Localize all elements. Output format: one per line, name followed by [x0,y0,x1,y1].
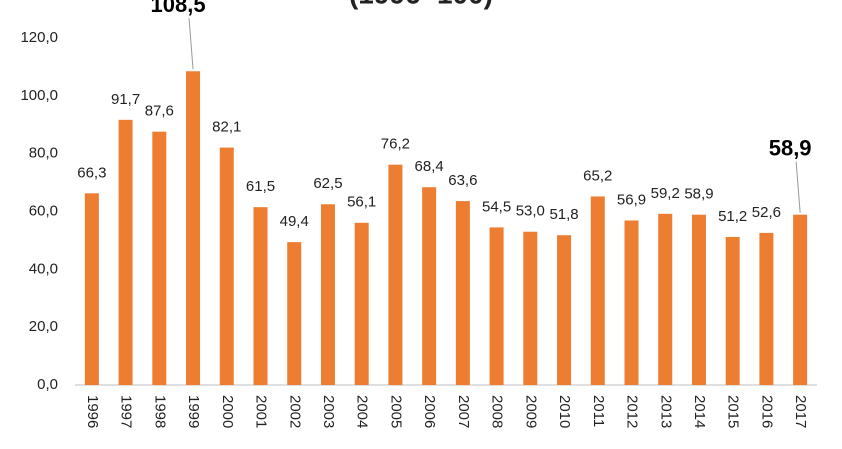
x-tick-label: 1998 [151,395,168,428]
value-label: 65,2 [583,167,612,184]
value-label: 62,5 [313,175,342,192]
value-label: 82,1 [212,119,241,136]
value-label: 63,6 [448,172,477,189]
bar [186,71,201,386]
value-label: 66,3 [77,164,106,181]
y-tick-label: 0,0 [37,376,58,393]
x-tick-label: 2008 [489,395,506,428]
x-tick-label: 2002 [286,395,303,428]
y-tick-label: 20,0 [29,318,58,335]
y-tick-label: 120,0 [20,29,58,46]
x-tick-label: 2016 [758,395,775,428]
bar [152,131,167,385]
bar [219,147,234,385]
value-label: 49,4 [280,213,309,230]
x-tick-label: 1996 [84,395,101,428]
bar [287,242,302,385]
bar [557,235,572,385]
x-tick-label: 2017 [792,395,809,428]
x-tick-label: 2009 [522,395,539,428]
leader-line [795,161,801,213]
bar [354,222,369,385]
x-tick-label: 2003 [320,395,337,428]
bar [489,227,504,385]
value-label: 108,5 [151,0,206,17]
x-tick-label: 2007 [455,395,472,428]
x-tick-label: 2004 [354,395,371,428]
bar [759,232,774,385]
x-tick-label: 2012 [624,395,641,428]
value-label: 76,2 [381,136,410,153]
value-label: 54,5 [482,198,511,215]
value-label: 87,6 [145,103,174,120]
x-tick-label: 2000 [219,395,236,428]
value-label: 51,2 [718,208,747,225]
bar [320,204,335,385]
value-label: 68,4 [415,158,444,175]
value-label: 61,5 [246,178,275,195]
x-tick-label: 2001 [253,395,270,428]
x-tick-label: 2013 [657,395,674,428]
bar [523,231,538,385]
bar [388,164,403,385]
bar [590,196,605,385]
x-tick-label: 2005 [387,395,404,428]
leader-line [188,18,194,70]
bar [725,236,740,385]
value-label: 53,0 [516,203,545,220]
x-tick-label: 2011 [590,395,607,427]
bar [253,207,268,385]
y-tick-label: 60,0 [29,202,58,219]
y-tick-label: 100,0 [20,87,58,104]
value-label: 59,2 [651,185,680,202]
x-tick-label: 2006 [421,395,438,428]
bar [84,193,99,385]
value-label: 91,7 [111,91,140,108]
value-label: 52,6 [752,204,781,221]
y-tick-label: 80,0 [29,145,58,162]
y-tick-label: 40,0 [29,260,58,277]
x-tick-label: 2015 [725,395,742,428]
value-label: 58,9 [769,135,812,160]
x-tick-label: 1999 [185,395,202,428]
x-tick-label: 1997 [118,395,135,428]
bar [118,119,133,385]
value-label: 56,1 [347,194,376,211]
value-label: 51,8 [549,206,578,223]
value-label: 56,9 [617,191,646,208]
bar [658,213,673,385]
x-tick-label: 2010 [556,395,573,428]
bar [624,220,639,385]
bar [691,214,706,385]
bar [793,214,808,385]
bar [422,187,437,385]
chart-title: (1996=100) [349,0,493,9]
bar [455,201,470,385]
value-label: 58,9 [684,186,713,203]
x-tick-label: 2014 [691,395,708,428]
